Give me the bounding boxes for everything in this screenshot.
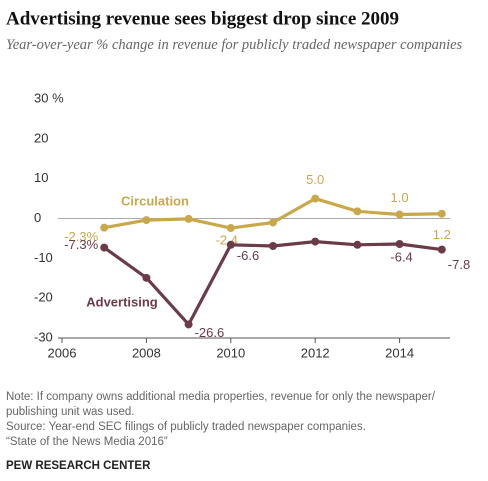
y-tick-label: 30 % bbox=[34, 90, 64, 105]
data-point bbox=[353, 240, 362, 249]
data-point bbox=[142, 216, 151, 225]
data-point bbox=[100, 223, 109, 232]
chart-subtitle: Year-over-year % change in revenue for p… bbox=[6, 37, 463, 53]
data-point bbox=[226, 240, 235, 249]
data-point bbox=[353, 207, 362, 216]
x-tick-label: 2012 bbox=[301, 345, 330, 360]
data-label: -26.6 bbox=[195, 325, 225, 340]
data-point bbox=[395, 239, 404, 248]
data-label: -6.4 bbox=[390, 249, 412, 264]
data-point bbox=[226, 224, 235, 233]
data-point bbox=[269, 241, 277, 250]
y-tick-label: -20 bbox=[34, 290, 53, 305]
x-tick-label: 2010 bbox=[216, 345, 245, 360]
data-label: -2.3% bbox=[64, 229, 98, 244]
y-tick-label: 0 bbox=[34, 210, 41, 225]
data-point bbox=[395, 210, 404, 219]
legend-label: Circulation bbox=[121, 193, 189, 208]
note: Source: Year-end SEC filings of publicly… bbox=[6, 421, 366, 433]
footer: PEW RESEARCH CENTER bbox=[6, 460, 151, 472]
data-point bbox=[142, 273, 151, 282]
subtitle-box: Year-over-year % change in revenue for p… bbox=[6, 37, 463, 53]
note: Note: If company owns additional media p… bbox=[6, 391, 436, 403]
data-label: 1.2 bbox=[433, 227, 451, 242]
y-tick-label: -30 bbox=[34, 329, 53, 344]
data-point bbox=[311, 194, 320, 203]
chart-title: Advertising revenue sees biggest drop si… bbox=[6, 8, 399, 29]
x-tick-label: 2014 bbox=[385, 345, 414, 360]
data-label: -7.8 bbox=[448, 257, 470, 272]
data-point bbox=[311, 237, 320, 246]
data-label: -7.3% bbox=[64, 237, 98, 252]
x-tick-label: 2008 bbox=[132, 345, 161, 360]
data-label: 1.0 bbox=[391, 190, 409, 205]
data-point bbox=[100, 243, 109, 252]
data-point bbox=[437, 209, 446, 218]
y-tick-label: -10 bbox=[34, 250, 53, 265]
y-tick-label: 20 bbox=[34, 130, 48, 145]
x-tick-label: 2006 bbox=[48, 345, 77, 360]
note: publishing unit was used. bbox=[6, 406, 135, 418]
data-label: 5.0 bbox=[306, 172, 324, 187]
data-point bbox=[184, 214, 193, 223]
data-label: -6.6 bbox=[237, 248, 259, 263]
data-point bbox=[184, 320, 193, 329]
data-point bbox=[269, 218, 277, 227]
note: “State of the News Media 2016” bbox=[6, 436, 168, 448]
data-point bbox=[437, 245, 446, 254]
legend-label: Advertising bbox=[86, 294, 158, 309]
y-tick-label: 10 bbox=[34, 170, 48, 185]
